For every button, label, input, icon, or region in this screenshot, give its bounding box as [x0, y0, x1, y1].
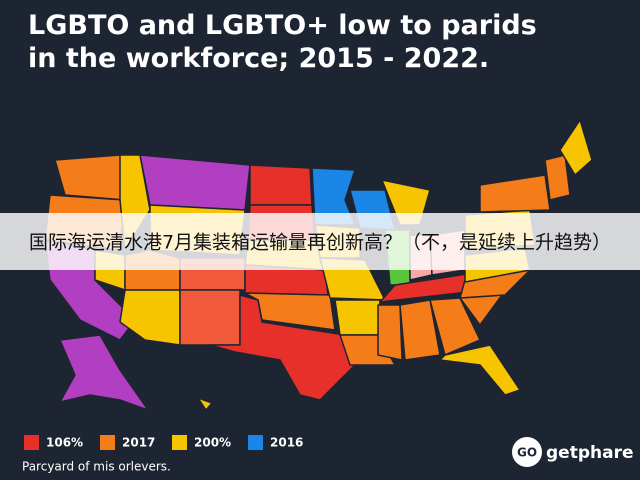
title: LGBTO and LGBTO+ low to parids	[28, 10, 537, 41]
banner-text: 国际海运清水港7月集装箱运输量再创新高？（不，是延续上升趋势）	[29, 232, 611, 254]
legend-swatch	[100, 435, 115, 450]
banner	[0, 213, 640, 270]
legend-label: 2017	[122, 436, 155, 450]
legend-label: 2016	[270, 436, 303, 450]
legend-label: 200%	[194, 436, 231, 450]
legend-label: 106%	[46, 436, 83, 450]
logo-text: getphare	[546, 443, 633, 463]
logo-badge	[512, 437, 542, 467]
legend-swatch	[24, 435, 39, 450]
footnote: Parcyard of mis orlevers.	[22, 460, 171, 474]
logo-badge-text: GO	[517, 446, 537, 460]
legend: 106% 2017 200% 2016	[24, 435, 303, 450]
title: in the workforce; 2015 - 2022.	[28, 43, 489, 74]
legend-swatch	[172, 435, 187, 450]
legend-swatch	[248, 435, 263, 450]
